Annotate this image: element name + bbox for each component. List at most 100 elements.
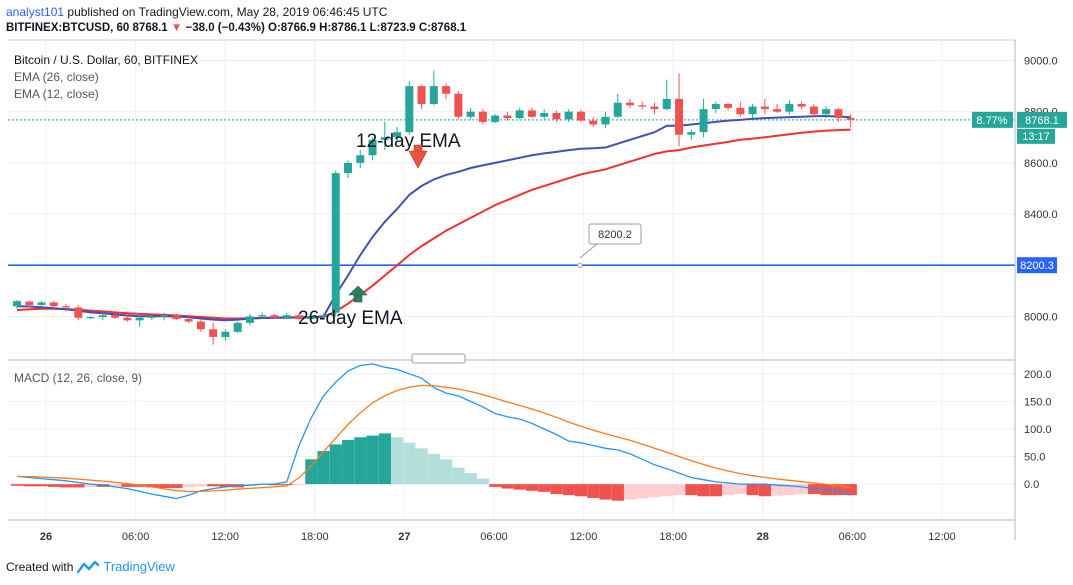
macd-histogram-bar (292, 484, 306, 486)
candle-body (380, 137, 389, 140)
last-price-badges: 8.77% 8768.1 13:17 8200.3 (972, 111, 1067, 274)
candle (760, 98, 769, 115)
candle-body (196, 321, 205, 330)
candle-body (258, 315, 267, 317)
candle-body (797, 104, 806, 107)
macd-histogram-bar (525, 484, 539, 491)
macd-histogram-bar (464, 473, 477, 485)
arrow-up-icon (348, 285, 368, 303)
candle (331, 170, 340, 317)
candle (442, 83, 451, 99)
time-tick-label: 12:00 (928, 531, 956, 543)
candle-body (331, 173, 340, 313)
time-tick-label: 18:00 (659, 531, 687, 543)
macd-histogram-bar (844, 484, 857, 496)
created-with-text: Created with (6, 559, 74, 574)
price-tick-label: 8400.0 (1024, 209, 1058, 221)
pane-handle[interactable] (411, 353, 466, 364)
chart-frame (8, 39, 1016, 540)
candle-body (491, 115, 500, 122)
macd-histogram-bar (440, 459, 453, 485)
ohlc-values: O:8766.9 H:8786.1 L:8723.9 C:8768.1 (268, 22, 467, 34)
ema12-annotation: 12-day EMA (356, 131, 461, 152)
macd-histogram-bar (783, 484, 796, 496)
macd-histogram-bar (11, 484, 24, 486)
candle-body (515, 110, 524, 119)
candle-body (160, 315, 169, 317)
time-axis: 26 06:00 12:00 18:00 27 06:00 12:00 18:00 28 06:0… (40, 531, 956, 543)
candle-body (37, 302, 46, 305)
candle (74, 304, 83, 321)
candle (221, 329, 230, 341)
macd-histogram-bar (758, 484, 772, 497)
macd-histogram-bar (170, 484, 183, 488)
macd-histogram-bar (550, 484, 563, 495)
macd-histogram-bar (746, 484, 759, 496)
candle (160, 312, 169, 321)
candle-body (454, 93, 463, 117)
macd-histogram-bar (538, 484, 551, 492)
macd-histogram-bar (60, 484, 73, 488)
macd-histogram-bar (145, 484, 159, 488)
candle (258, 312, 267, 320)
signal-line (16, 384, 851, 493)
candle-body (675, 98, 684, 135)
author-link[interactable]: analyst101 (6, 5, 65, 19)
candle (49, 301, 58, 309)
macd-histogram-bar (636, 484, 649, 499)
candle (123, 314, 132, 322)
macd-histogram-bar (366, 435, 379, 485)
candle-body (785, 104, 794, 112)
price-callout: 8200.2 (579, 223, 642, 259)
macd-histogram-bar (476, 478, 490, 485)
line-price-badge-bg (1017, 257, 1057, 274)
candle-body (245, 316, 254, 323)
candle-body (13, 301, 21, 307)
ema12-line (16, 114, 851, 322)
macd-histogram-bar (648, 484, 661, 498)
macd-histogram-bar (35, 484, 48, 487)
macd-histogram-bar (624, 484, 637, 500)
candle-body (86, 316, 95, 319)
macd-histogram-bar (513, 484, 526, 490)
macd-histogram-bar (317, 451, 330, 485)
candle-body (368, 139, 377, 156)
candle-body (294, 315, 303, 320)
price-axis: 9000.08800.08600.08400.08200.08000.08.77… (972, 55, 1067, 323)
candle-body (662, 98, 671, 110)
macd-histogram-bar (599, 484, 612, 500)
candle (724, 102, 733, 111)
tradingview-brand[interactable]: TradingView (103, 559, 175, 574)
time-tick-label: 18:00 (301, 531, 329, 543)
candle-body (319, 315, 328, 317)
candle (245, 313, 254, 326)
time-tick-label: 06:00 (122, 531, 150, 543)
candle-body (123, 317, 132, 321)
macd-histogram-bar (562, 484, 575, 496)
candle (503, 111, 512, 121)
macd-tick-label: 50.0 (1024, 452, 1045, 464)
candle (429, 70, 438, 106)
macd-histogram-bar (415, 448, 428, 485)
candle-body (711, 104, 720, 110)
macd-histogram-bar (611, 484, 624, 501)
candle (294, 313, 303, 321)
macd-tick-label: 200.0 (1024, 369, 1052, 381)
candle (270, 313, 279, 320)
macd-histogram-bar (403, 442, 416, 485)
percent-badge-bg (972, 111, 1013, 128)
macd-histogram-bar (660, 484, 673, 497)
legend-ema26: EMA (26, close) (14, 70, 99, 84)
candle (282, 312, 291, 320)
macd-histogram-bar (342, 440, 355, 485)
macd-histogram-bar (795, 484, 808, 495)
macd-histogram-bar (158, 484, 171, 488)
candle-body (527, 110, 536, 117)
candle (540, 109, 549, 120)
time-tick-label: 28 (757, 531, 769, 543)
candle-body (736, 107, 745, 115)
candle (233, 321, 242, 334)
macd-histogram-bar (84, 484, 97, 487)
candle (196, 319, 205, 332)
